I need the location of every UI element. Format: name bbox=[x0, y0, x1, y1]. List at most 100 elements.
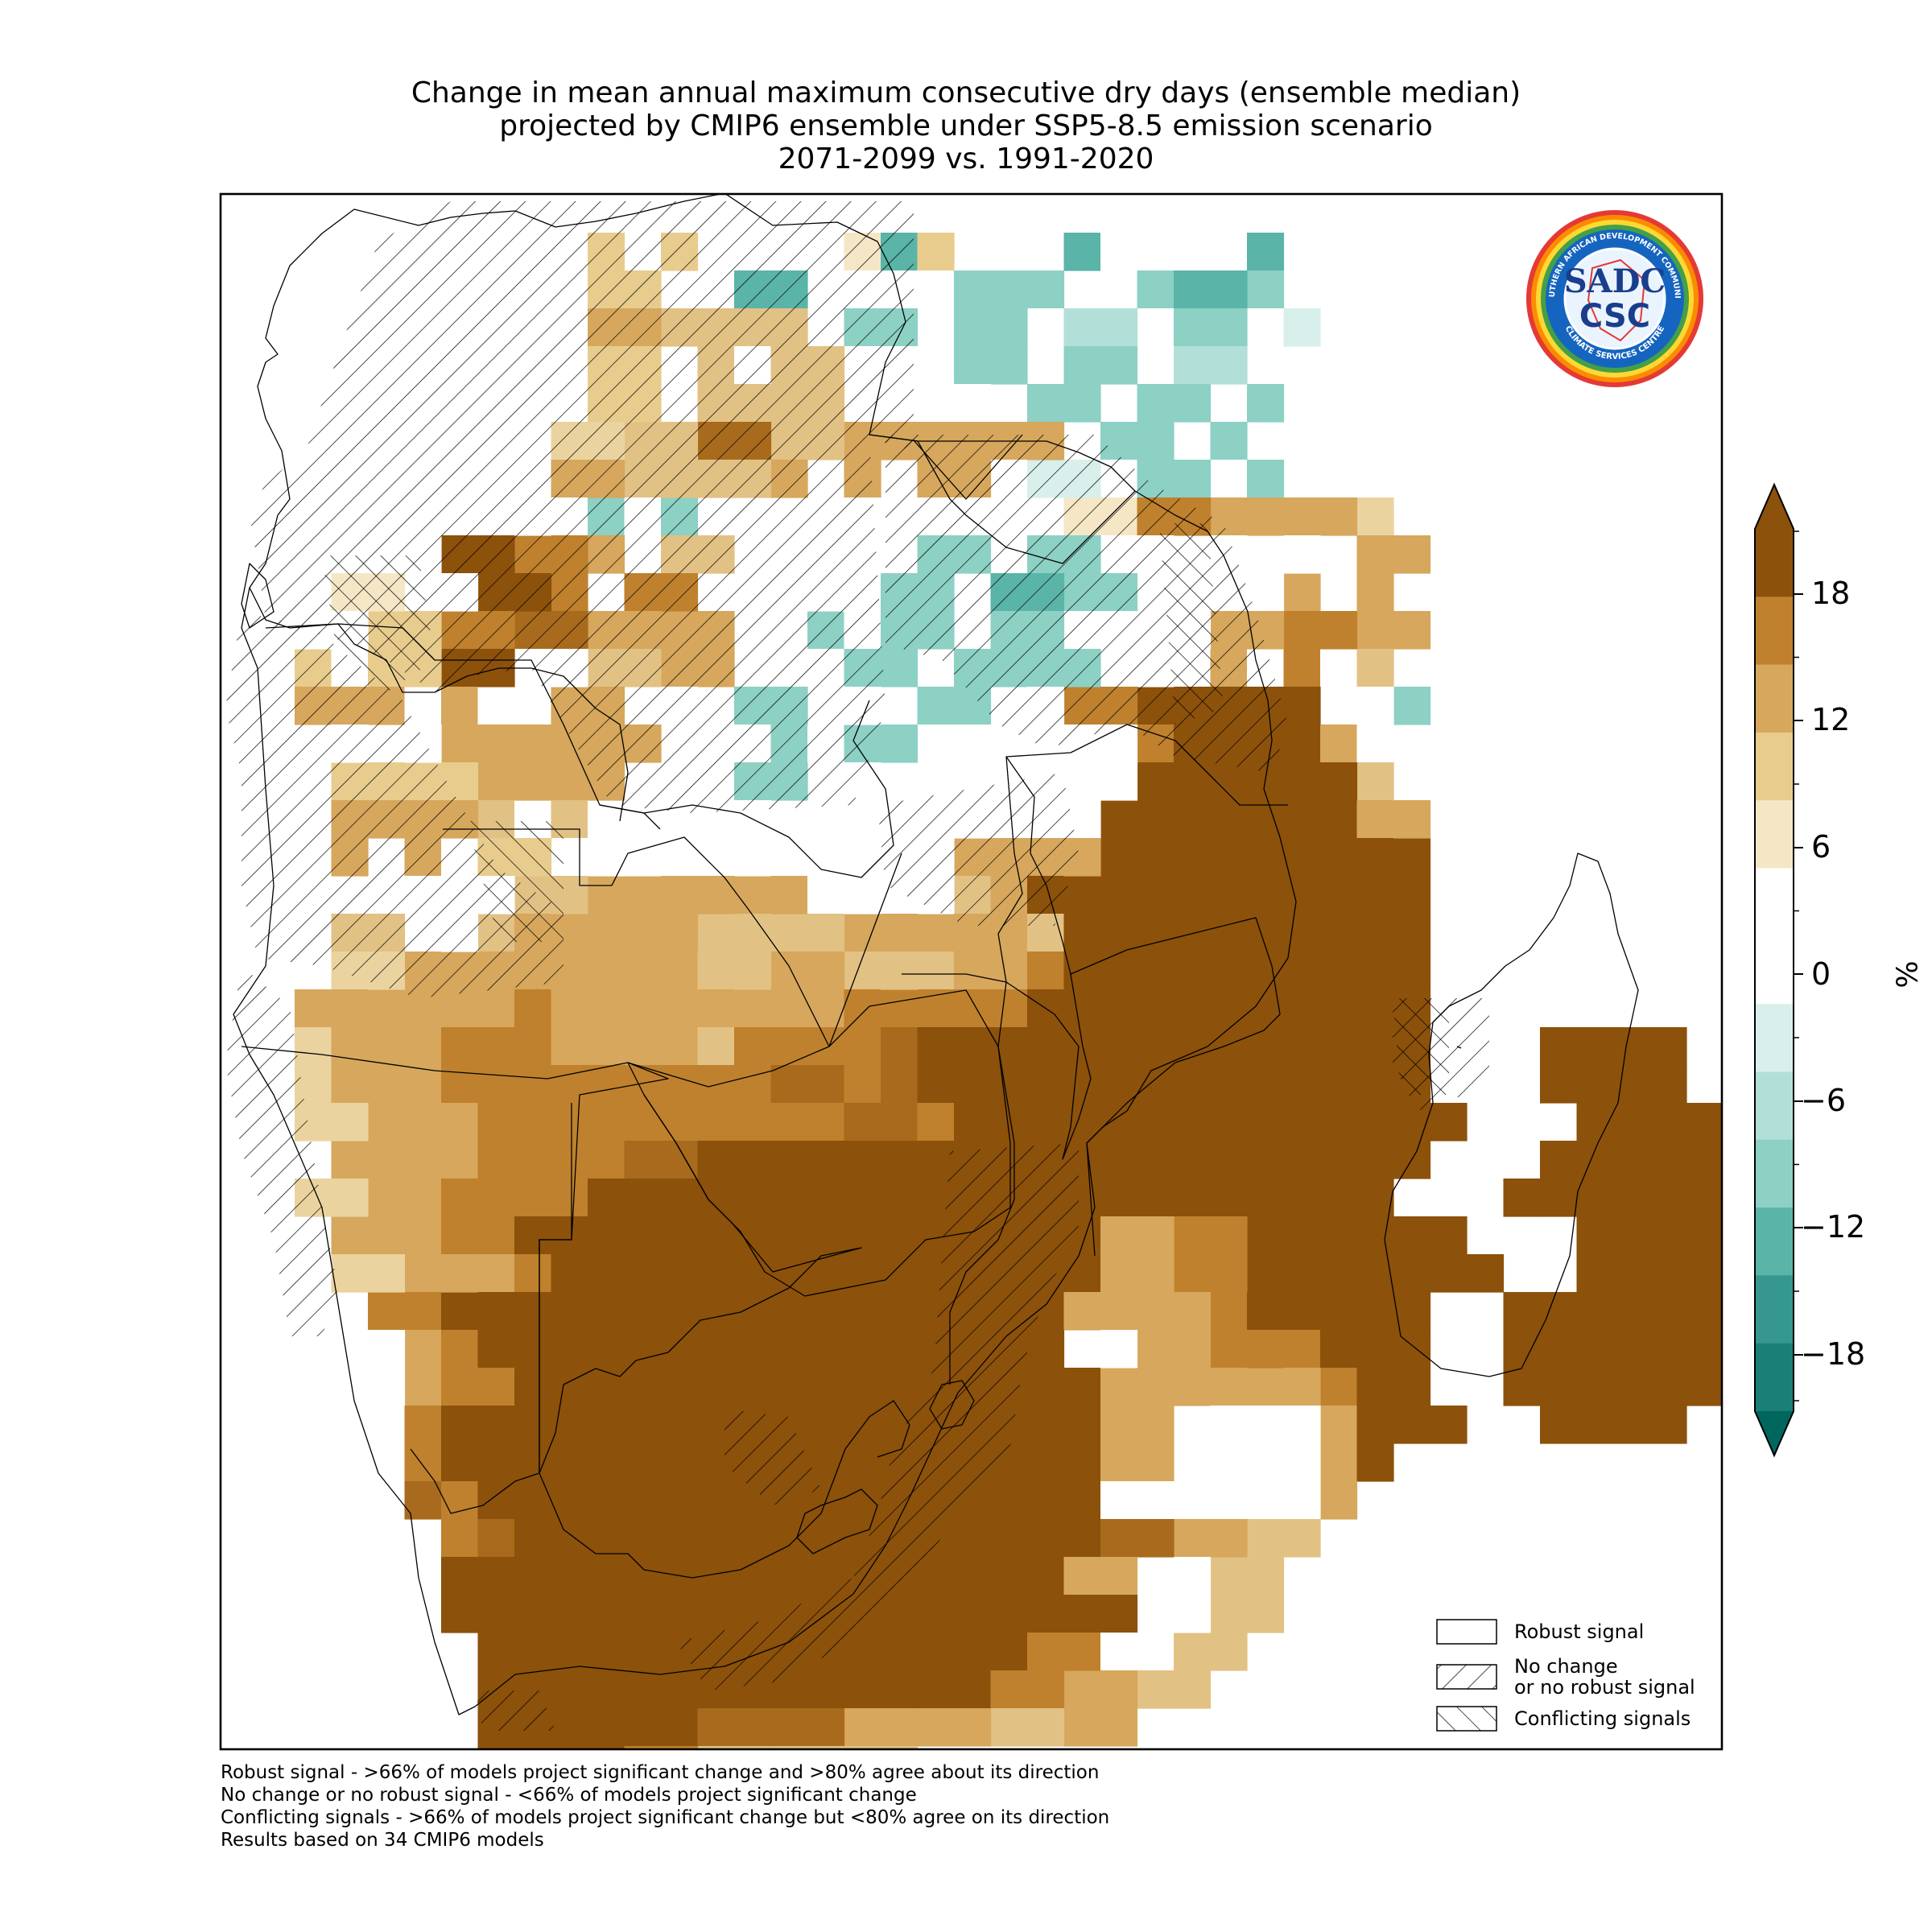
grid-cell bbox=[624, 1216, 662, 1255]
grid-cell bbox=[1137, 838, 1174, 877]
grid-cell bbox=[1100, 1216, 1138, 1255]
grid-cell bbox=[1210, 914, 1248, 952]
grid-cell bbox=[514, 1406, 552, 1444]
grid-cell bbox=[441, 687, 479, 725]
grid-cell bbox=[990, 1557, 1028, 1596]
colorbar-extend-over bbox=[1755, 485, 1794, 529]
grid-cell bbox=[1210, 1557, 1248, 1596]
grid-cell bbox=[551, 1557, 588, 1596]
grid-cell bbox=[954, 1633, 992, 1671]
grid-cell bbox=[514, 1103, 552, 1141]
grid-cell bbox=[807, 1708, 845, 1747]
grid-cell bbox=[1174, 1557, 1212, 1596]
grid-cell bbox=[1174, 1670, 1212, 1709]
grid-cell bbox=[1137, 1557, 1174, 1596]
grid-cell bbox=[1540, 1065, 1578, 1104]
grid-cell bbox=[1393, 1216, 1431, 1255]
grid-cell bbox=[1540, 1141, 1578, 1179]
grid-cell bbox=[881, 1746, 919, 1749]
colorbar-segment bbox=[1755, 1208, 1794, 1277]
grid-cell bbox=[1283, 535, 1321, 574]
grid-cell bbox=[1137, 1406, 1174, 1444]
grid-cell bbox=[1174, 1179, 1212, 1217]
footnote-3: Conflicting signals - >66% of models pro… bbox=[221, 1807, 1110, 1828]
grid-cell bbox=[1576, 1065, 1614, 1104]
grid-cell bbox=[807, 914, 845, 952]
colorbar-segment bbox=[1755, 1275, 1794, 1344]
grid-cell bbox=[551, 1254, 588, 1293]
grid-cell bbox=[1174, 1633, 1212, 1671]
grid-cell bbox=[661, 1595, 699, 1633]
grid-cell bbox=[588, 1065, 625, 1104]
grid-cell bbox=[1137, 1179, 1174, 1217]
grid-cell bbox=[1356, 838, 1394, 877]
grid-cell bbox=[588, 1519, 625, 1558]
grid-cell bbox=[1356, 535, 1394, 574]
grid-cell bbox=[1247, 497, 1285, 536]
grid-cell bbox=[697, 1179, 735, 1217]
grid-cell bbox=[1137, 1292, 1174, 1331]
grid-cell bbox=[1540, 1179, 1578, 1217]
grid-cell bbox=[551, 1708, 588, 1747]
hatch-region bbox=[475, 1690, 555, 1731]
grid-cell bbox=[1100, 1330, 1138, 1368]
grid-cell bbox=[624, 1179, 662, 1217]
grid-cell bbox=[661, 1254, 699, 1293]
grid-cell bbox=[1283, 876, 1321, 914]
grid-cell bbox=[1393, 1254, 1431, 1293]
hatch-region bbox=[676, 1143, 1079, 1690]
grid-cell bbox=[661, 1292, 699, 1331]
grid-cell bbox=[1174, 1103, 1212, 1141]
grid-cell bbox=[1320, 1368, 1358, 1406]
grid-cell bbox=[1100, 1103, 1138, 1141]
grid-cell bbox=[1100, 1179, 1138, 1217]
grid-cell bbox=[1283, 308, 1321, 347]
grid-cell bbox=[1393, 876, 1431, 914]
grid-cell bbox=[368, 1330, 406, 1368]
grid-cell bbox=[661, 1519, 699, 1558]
colorbar-tick-0: 0 bbox=[1811, 956, 1831, 992]
grid-cell bbox=[807, 876, 845, 914]
grid-cell bbox=[697, 952, 735, 990]
grid-cell bbox=[1649, 1292, 1687, 1331]
grid-cell bbox=[1063, 1708, 1101, 1747]
grid-cell bbox=[1063, 1406, 1101, 1444]
grid-cell bbox=[844, 1179, 881, 1217]
grid-cell bbox=[734, 1519, 772, 1558]
grid-cell bbox=[1137, 1443, 1174, 1482]
grid-cell bbox=[1027, 1670, 1065, 1709]
grid-cell bbox=[514, 762, 552, 801]
colorbar-tick-18: 18 bbox=[1811, 576, 1851, 611]
grid-cell bbox=[1100, 346, 1138, 385]
grid-cell bbox=[514, 1292, 552, 1331]
grid-cell bbox=[1027, 1633, 1065, 1671]
grid-cell bbox=[1356, 1330, 1394, 1368]
grid-cell bbox=[1137, 1027, 1174, 1066]
grid-cell bbox=[514, 1443, 552, 1482]
grid-cell bbox=[624, 952, 662, 990]
grid-cell bbox=[477, 1141, 515, 1179]
grid-cell bbox=[1576, 1179, 1614, 1217]
grid-cell bbox=[1613, 1141, 1651, 1179]
grid-cell bbox=[990, 1595, 1028, 1633]
grid-cell bbox=[1247, 384, 1285, 423]
grid-cell bbox=[1247, 1216, 1285, 1255]
grid-cell bbox=[881, 914, 919, 952]
grid-cell bbox=[954, 989, 992, 1028]
grid-cell bbox=[1283, 497, 1321, 536]
grid-cell bbox=[917, 1633, 955, 1671]
grid-cell bbox=[1320, 1443, 1358, 1482]
grid-cell bbox=[1100, 1027, 1138, 1066]
grid-cell bbox=[1210, 422, 1248, 460]
grid-cell bbox=[1100, 1481, 1138, 1520]
grid-cell bbox=[661, 1141, 699, 1179]
border-zambia-angola bbox=[443, 828, 902, 1047]
grid-cell bbox=[1320, 1481, 1358, 1520]
grid-cell bbox=[1686, 1368, 1722, 1406]
grid-cell bbox=[1430, 1406, 1468, 1444]
grid-cell bbox=[770, 952, 808, 990]
grid-cell bbox=[807, 1330, 845, 1368]
grid-cell bbox=[734, 1103, 772, 1141]
grid-cell bbox=[1393, 1292, 1431, 1331]
grid-cell bbox=[1247, 270, 1285, 309]
